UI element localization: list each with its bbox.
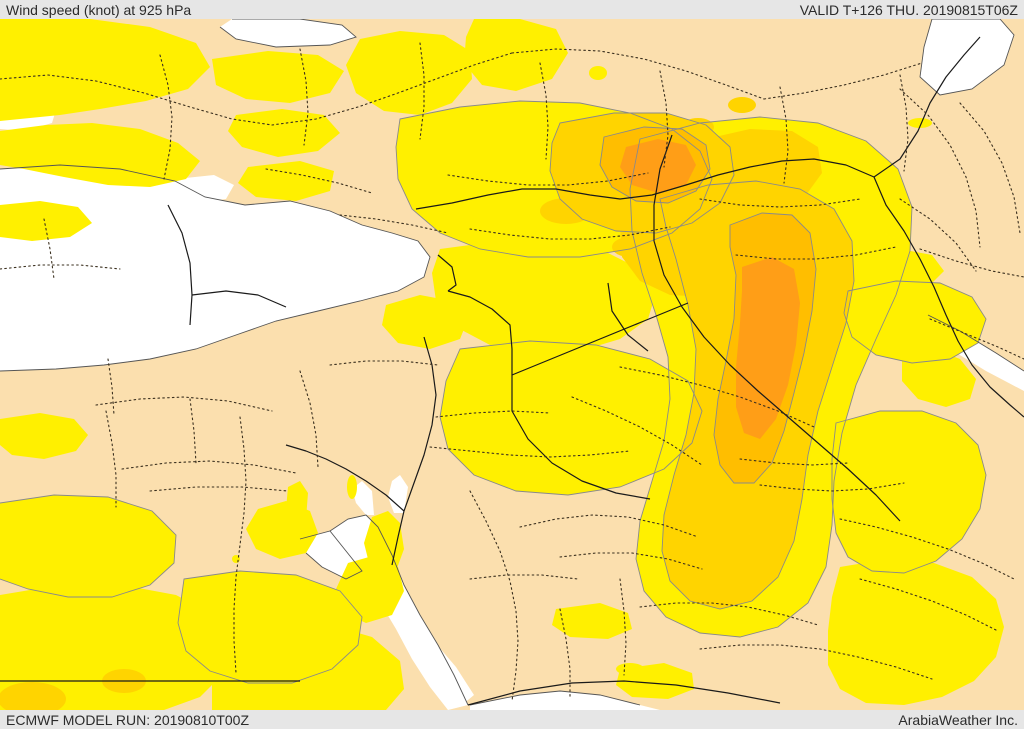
map-viewport[interactable] [0, 19, 1024, 710]
valid-time-label: VALID T+126 THU. 20190815T06Z [799, 2, 1018, 18]
country-border-layer [0, 36, 1024, 706]
model-run-label: ECMWF MODEL RUN: 20190810T00Z [6, 712, 249, 728]
forecast-map[interactable] [0, 19, 1024, 710]
page-title: Wind speed (knot) at 925 hPa [6, 2, 192, 18]
admin-border-layer [0, 42, 1024, 702]
provider-label: ArabiaWeather Inc. [898, 712, 1018, 728]
header-bar: Wind speed (knot) at 925 hPa VALID T+126… [0, 0, 1024, 19]
footer-bar: ECMWF MODEL RUN: 20190810T00Z ArabiaWeat… [0, 710, 1024, 729]
coastline-layer [0, 19, 1024, 706]
windband-strong-layer [620, 139, 800, 439]
